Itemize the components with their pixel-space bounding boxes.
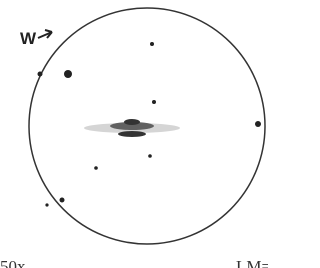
- limiting-magnitude-label: LM=: [236, 257, 268, 268]
- star: [45, 203, 48, 206]
- star: [148, 154, 152, 158]
- galaxy-dust-lane: [118, 131, 146, 137]
- star: [94, 166, 98, 170]
- star: [64, 70, 72, 78]
- star: [60, 198, 65, 203]
- star: [255, 121, 261, 127]
- star: [152, 100, 156, 104]
- galaxy-nucleus: [124, 119, 140, 125]
- star: [38, 72, 43, 77]
- magnification-label: 50x: [0, 257, 26, 268]
- eyepiece-sketch: W 50x LM=: [0, 0, 268, 268]
- sketch-view: W 50x LM=: [0, 0, 268, 268]
- direction-label: W: [20, 29, 37, 48]
- star: [150, 42, 154, 46]
- galaxy: [84, 119, 180, 137]
- direction-arrow: [38, 30, 52, 38]
